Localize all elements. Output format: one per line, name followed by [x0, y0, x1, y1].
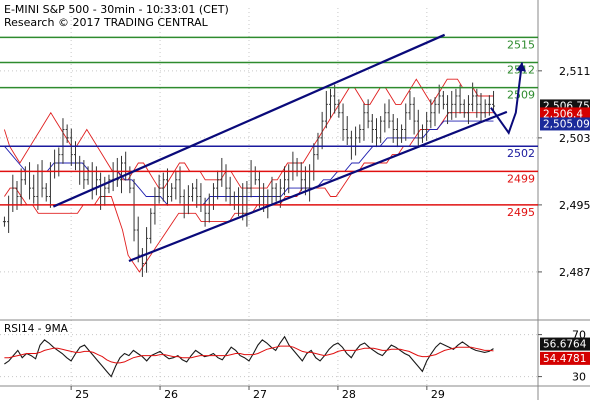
forecast-arrow-path [490, 62, 523, 135]
level-label-2515: 2515 [507, 38, 535, 51]
time-tick-27: 27 [253, 388, 267, 400]
price-tick-2487: 2,487 [559, 266, 590, 279]
price-tags: 2,506.752,506.42,505.09 [540, 99, 590, 131]
rsi-tag-red: 54.4781 [543, 353, 586, 365]
time-tick-26: 26 [164, 388, 178, 400]
trend-line-lower [128, 110, 508, 263]
price-bars [2, 82, 496, 277]
rsi-tick-30: 30 [572, 371, 586, 384]
price-tag-red: 2,506.4 [543, 108, 583, 120]
price-tag-bg-blue [540, 117, 590, 131]
rsi-title: RSI14 - 9MA [4, 323, 69, 335]
price-tag-blue: 2,505.09 [543, 118, 590, 130]
level-label-2499: 2499 [507, 172, 535, 185]
time-tick-28: 28 [342, 388, 356, 400]
forecast-arrow-head [515, 62, 527, 72]
price-tick-2503: 2,503 [559, 132, 590, 145]
rsi-tag-bg-dark [540, 337, 590, 351]
level-label-2495: 2495 [507, 206, 535, 219]
level-label-2502: 2502 [507, 147, 535, 160]
rsi-line-1 [4, 345, 494, 364]
moving-average-line [4, 120, 494, 206]
rsi-line-0 [4, 335, 494, 378]
rsi-tag-dark: 56.6764 [543, 339, 587, 351]
rsi-tag-bg-red [540, 351, 590, 365]
time-tick-25: 25 [75, 388, 89, 400]
time-axis: 25 26 27 28 29 [70, 386, 445, 401]
level-label-2509: 2509 [507, 89, 535, 102]
chart-title: E-MINI S&P 500 - 30min - 10:33:01 (CET) [4, 3, 229, 16]
upper-band-line [3, 78, 494, 189]
trend-channel [52, 33, 527, 263]
research-credit: Research © 2017 TRADING CENTRAL [4, 16, 209, 29]
price-tag-bg-red [540, 107, 590, 121]
price-axis: 2,487 2,495 2,503 2,511 [538, 65, 590, 279]
time-tick-29: 29 [431, 388, 445, 400]
trend-line-upper [52, 33, 446, 208]
price-tick-2495: 2,495 [559, 199, 590, 212]
price-tick-2511: 2,511 [559, 65, 590, 78]
